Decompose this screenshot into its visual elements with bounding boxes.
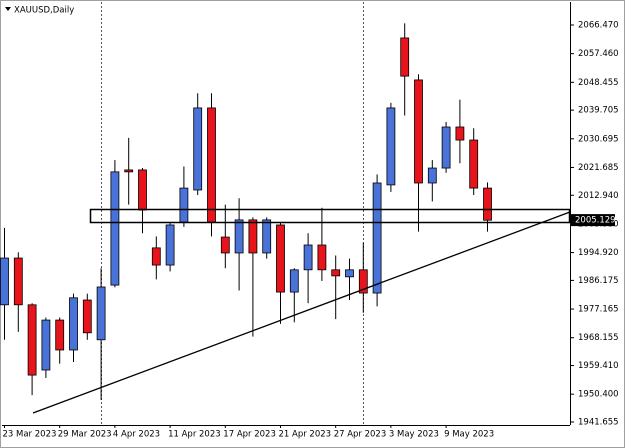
trendline — [32, 211, 571, 414]
candle-body — [483, 187, 492, 221]
candle-body — [386, 107, 396, 186]
x-tick-label: 9 May 2023 — [444, 430, 494, 440]
y-tick-label: 1968.155 — [578, 333, 619, 343]
y-tick-label: 1977.165 — [578, 305, 619, 315]
candle-body — [82, 299, 92, 334]
y-tick-label: 2012.940 — [578, 191, 619, 201]
x-tick-label: 4 Apr 2023 — [113, 430, 160, 440]
candle-body — [358, 269, 368, 294]
y-tick-label: 2030.695 — [578, 134, 619, 144]
candle-body — [41, 319, 51, 371]
candle-body — [110, 171, 120, 286]
x-tick-label: 29 Mar 2023 — [58, 430, 112, 440]
x-tick-label: 27 Apr 2023 — [334, 430, 387, 440]
candle-body — [427, 167, 437, 184]
x-tick-label: 23 Mar 2023 — [3, 430, 57, 440]
y-tick-label: 2057.460 — [578, 49, 619, 59]
x-tick-label: 17 Apr 2023 — [223, 430, 276, 440]
x-tick-label: 11 Apr 2023 — [168, 430, 221, 440]
candle-body — [220, 236, 230, 254]
y-tick-label: 1941.655 — [578, 417, 619, 427]
candle-body — [124, 169, 134, 173]
y-tick-label: 2021.685 — [578, 163, 619, 173]
candle-body — [455, 126, 465, 141]
zone-rectangle — [89, 208, 571, 224]
y-tick-label: 1950.400 — [578, 390, 619, 400]
candle-body — [262, 219, 272, 254]
candle-body — [96, 286, 106, 341]
y-tick-label: 2039.705 — [578, 106, 619, 116]
candle-body — [400, 37, 410, 77]
candle-body — [27, 304, 37, 376]
candle-body — [345, 269, 354, 278]
y-tick-label: 1994.920 — [578, 248, 619, 258]
candle-body — [317, 244, 327, 271]
candle-body — [69, 297, 78, 351]
candle-body — [13, 257, 23, 306]
candle-body — [303, 244, 313, 271]
y-tick-label: 1986.175 — [578, 276, 619, 286]
x-tick-label: 3 May 2023 — [389, 430, 439, 440]
y-tick-label: 2066.470 — [578, 21, 619, 31]
candle-body — [331, 269, 341, 277]
candle-body — [0, 257, 9, 306]
chart-title: XAUUSD,Daily — [14, 6, 74, 16]
candle-body — [276, 224, 285, 293]
candle-body — [151, 247, 161, 266]
y-tick-label: 1959.410 — [578, 361, 619, 371]
menu-triangle — [5, 7, 11, 11]
candle-body — [372, 182, 382, 294]
candle-body — [289, 269, 299, 293]
x-tick-label: 21 Apr 2023 — [279, 430, 332, 440]
candle-body — [193, 107, 203, 191]
candle-body — [441, 126, 451, 169]
candle-body — [138, 169, 147, 211]
candle-body — [179, 187, 189, 223]
candle-body — [248, 219, 258, 254]
candle-body — [165, 224, 175, 266]
candle-body — [414, 79, 423, 184]
candle-body — [234, 219, 244, 254]
candle-body — [469, 139, 479, 189]
current-price-box — [571, 214, 615, 227]
current-price-label: 2005.129 — [575, 216, 616, 226]
candle-body — [55, 319, 65, 351]
y-tick-label: 2048.455 — [578, 78, 619, 88]
candle-body — [207, 107, 216, 223]
